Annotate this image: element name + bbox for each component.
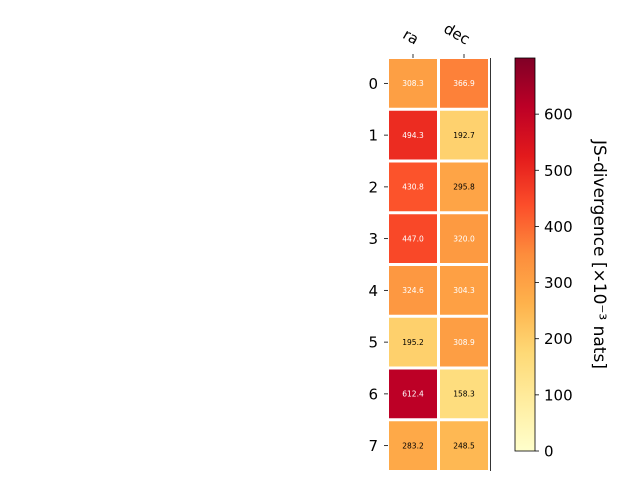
colorbar-tick-label: 400 [544, 218, 573, 236]
cell-value-label: 308.3 [402, 79, 424, 88]
heatmap-cell [389, 214, 437, 263]
row-tick-label: 2 [368, 178, 378, 196]
heatmap-cell [440, 110, 488, 160]
heatmap-grid: 308.3 366.9 494.3 192.7 430.8 295.8 447.0 320.0… [368, 19, 491, 471]
cell-value-label: 612.4 [402, 390, 424, 399]
cell-value-label: 447.0 [402, 234, 424, 243]
row-tick-label: 0 [368, 75, 378, 93]
heatmap-cell [389, 421, 437, 470]
row-tick-label: 4 [368, 282, 378, 300]
heatmap-cell [440, 162, 488, 212]
cell-value-label: 248.5 [453, 441, 475, 450]
heatmap-cell [389, 110, 437, 160]
cell-value-label: 320.0 [453, 234, 475, 243]
heatmap-cell [389, 317, 437, 367]
colorbar-tick-label: 600 [544, 106, 573, 124]
colorbar-tick-label: 100 [544, 386, 573, 404]
cell-value-label: 295.8 [453, 183, 475, 192]
column-tick-label: dec [441, 19, 473, 48]
cell-value-label: 430.8 [402, 183, 424, 192]
heatmap-cell [389, 369, 437, 419]
row-tick-label: 7 [368, 437, 378, 455]
row-tick-label: 5 [368, 334, 378, 352]
cell-value-label: 494.3 [402, 131, 424, 140]
row-tick-label: 3 [368, 230, 378, 248]
colorbar-tick-label: 200 [544, 330, 573, 348]
colorbar-tick-label: 500 [544, 162, 573, 180]
row-tick-label: 6 [368, 385, 378, 403]
colorbar-tick-label: 0 [544, 443, 554, 461]
heatmap-cell [389, 162, 437, 212]
heatmap-cell [440, 369, 488, 419]
cell-value-label: 283.2 [402, 441, 424, 450]
column-tick-label: ra [400, 25, 422, 48]
cell-value-label: 366.9 [453, 79, 475, 88]
cell-value-label: 324.6 [402, 286, 424, 295]
colorbar-tick-label: 300 [544, 274, 573, 292]
row-tick-label: 1 [368, 127, 378, 145]
heatmap-cell [389, 266, 437, 315]
cell-value-label: 195.2 [402, 338, 424, 347]
heatmap-cell [440, 421, 488, 470]
colorbar: 0 100 200 300 400 500 600 JS-divergence [×10⁻³ … [514, 57, 609, 461]
cell-value-label: 304.3 [453, 286, 475, 295]
colorbar-gradient [514, 57, 536, 452]
cell-value-label: 192.7 [453, 131, 475, 140]
cell-value-label: 158.3 [453, 390, 475, 399]
heatmap-cell [389, 59, 437, 108]
heatmap-cell [440, 59, 488, 108]
heatmap-cell [440, 214, 488, 263]
heatmap-cell [440, 266, 488, 315]
cell-value-label: 308.9 [453, 338, 475, 347]
heatmap-cell [440, 317, 488, 367]
colorbar-label: JS-divergence [×10⁻³ nats] [589, 139, 609, 369]
